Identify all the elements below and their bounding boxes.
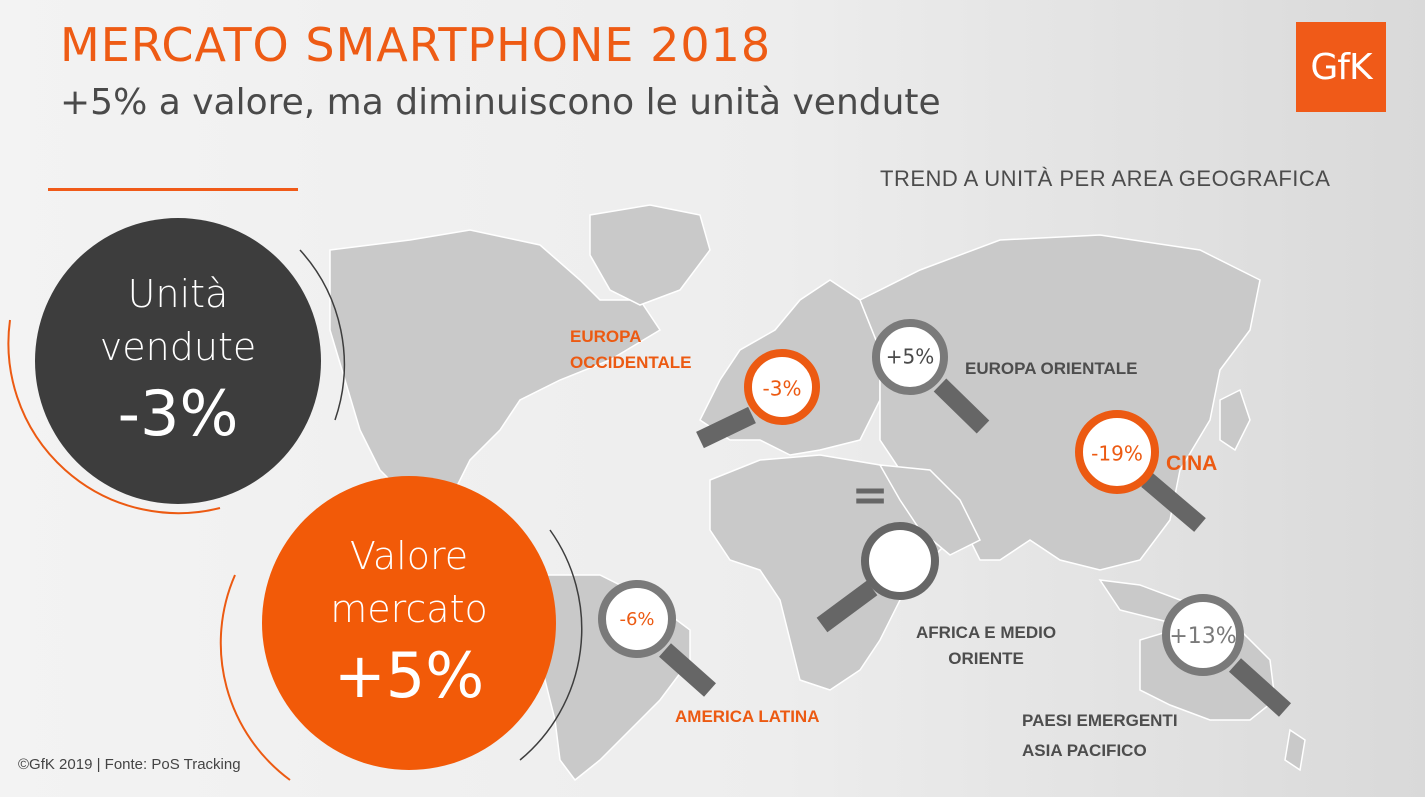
greenland-shape bbox=[589, 204, 711, 306]
gfk-logo: GfK bbox=[1296, 22, 1386, 112]
lens-value-latin-america: -6% bbox=[619, 609, 654, 630]
region-label-china: CINA bbox=[1166, 452, 1218, 475]
lens-value-eastern-europe: +5% bbox=[886, 345, 935, 369]
magnifier-latin-america: -6% bbox=[598, 580, 716, 697]
units-arc-dark bbox=[299, 249, 346, 421]
footer-source: ©GfK 2019 | Fonte: PoS Tracking bbox=[18, 756, 241, 773]
region-label-africa: AFRICA E MEDIO ORIENTE bbox=[916, 620, 1056, 672]
magnifier-apac: +13% bbox=[1162, 594, 1292, 717]
arabia-shape bbox=[878, 464, 982, 556]
lens-value-china: -19% bbox=[1091, 442, 1143, 466]
units-label-line1: Unità bbox=[127, 271, 229, 316]
value-arc-dark bbox=[519, 529, 583, 761]
lens-value-africa: = bbox=[852, 470, 889, 521]
market-value: +5% bbox=[333, 638, 485, 712]
value-label-line2: mercato bbox=[330, 586, 488, 631]
north-america-shape bbox=[329, 229, 662, 522]
region-label-eastern-europe: EUROPA ORIENTALE bbox=[965, 359, 1138, 378]
lens-value-apac: +13% bbox=[1169, 624, 1236, 649]
accent-divider bbox=[48, 188, 298, 191]
new-zealand-shape bbox=[1284, 728, 1306, 772]
units-label-line2: vendute bbox=[99, 324, 257, 369]
region-label-western-europe: EUROPA OCCIDENTALE bbox=[570, 324, 692, 376]
apac-line2: ASIA PACIFICO bbox=[1022, 741, 1147, 760]
magnifier-africa: = bbox=[816, 470, 939, 633]
region-label-apac: PAESI EMERGENTI ASIA PACIFICO bbox=[1022, 706, 1178, 766]
japan-shape bbox=[1219, 388, 1251, 452]
units-arc-orange bbox=[7, 319, 221, 515]
lens-value-western-europe: -3% bbox=[763, 377, 802, 401]
africa-shape bbox=[709, 454, 951, 691]
page-title: MERCATO SMARTPHONE 2018 bbox=[60, 18, 772, 72]
western-europe-line2: OCCIDENTALE bbox=[570, 353, 692, 372]
magnifier-china: -19% bbox=[1075, 410, 1206, 532]
magnifier-eastern-europe: +5% bbox=[872, 319, 990, 434]
value-arc-orange bbox=[219, 574, 291, 781]
page-subtitle: +5% a valore, ma diminuiscono le unità v… bbox=[60, 82, 941, 123]
africa-line2: ORIENTE bbox=[948, 649, 1024, 668]
units-value: -3% bbox=[117, 376, 239, 450]
trend-heading: TREND A UNITÀ PER AREA GEOGRAFICA bbox=[880, 166, 1331, 191]
value-label-line1: Valore bbox=[349, 533, 469, 578]
apac-line1: PAESI EMERGENTI bbox=[1022, 711, 1178, 730]
market-value-circle: Valore mercato +5% bbox=[262, 476, 556, 770]
magnifier-western-europe: -3% bbox=[696, 349, 820, 449]
units-sold-circle: Unità vendute -3% bbox=[35, 218, 321, 504]
region-label-latin-america: AMERICA LATINA bbox=[675, 707, 820, 726]
western-europe-line1: EUROPA bbox=[570, 327, 642, 346]
africa-line1: AFRICA E MEDIO bbox=[916, 623, 1057, 642]
